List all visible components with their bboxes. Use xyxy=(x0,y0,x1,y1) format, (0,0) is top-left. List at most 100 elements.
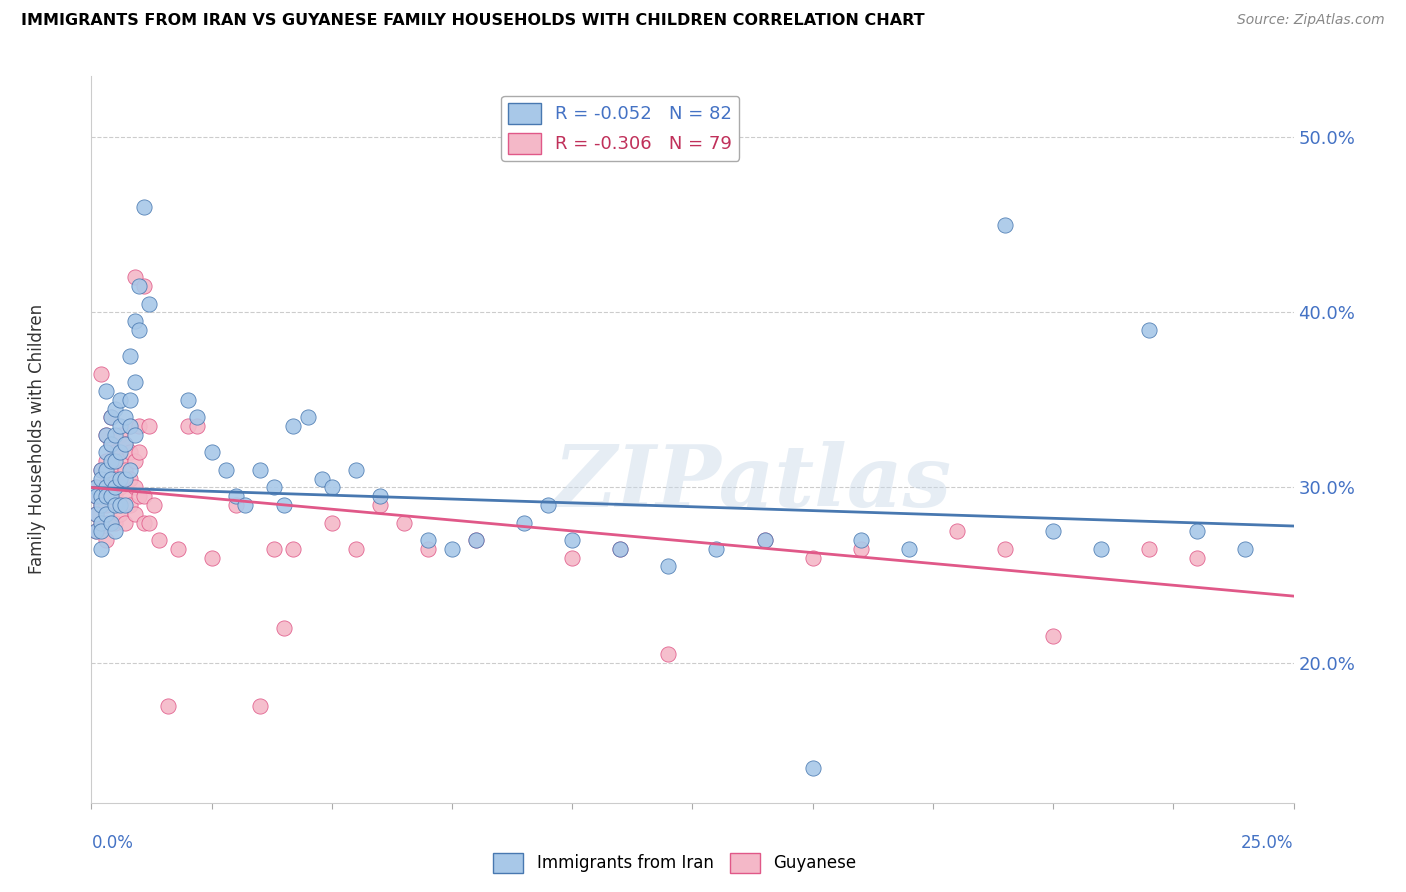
Text: 0.0%: 0.0% xyxy=(91,834,134,852)
Point xyxy=(104,498,127,512)
Point xyxy=(84,524,107,539)
Point xyxy=(100,472,122,486)
Point xyxy=(263,481,285,495)
Point xyxy=(897,541,920,556)
Point xyxy=(104,445,127,459)
Point xyxy=(104,489,127,503)
Point xyxy=(754,533,776,547)
Point xyxy=(186,410,208,425)
Point xyxy=(118,472,141,486)
Point xyxy=(114,498,136,512)
Point xyxy=(90,498,112,512)
Point xyxy=(142,498,165,512)
Point xyxy=(124,270,146,285)
Point xyxy=(110,445,132,459)
Point xyxy=(215,463,238,477)
Point xyxy=(344,541,367,556)
Point xyxy=(114,472,136,486)
Point xyxy=(110,454,132,468)
Point xyxy=(84,481,107,495)
Legend: Immigrants from Iran, Guyanese: Immigrants from Iran, Guyanese xyxy=(486,847,863,880)
Point xyxy=(90,516,112,530)
Text: 25.0%: 25.0% xyxy=(1241,834,1294,852)
Point xyxy=(273,621,295,635)
Point xyxy=(249,463,271,477)
Point xyxy=(849,533,872,547)
Point xyxy=(297,410,319,425)
Point xyxy=(84,481,107,495)
Point xyxy=(124,481,146,495)
Point xyxy=(1090,541,1112,556)
Point xyxy=(90,524,112,539)
Point xyxy=(104,524,127,539)
Point xyxy=(100,410,122,425)
Point xyxy=(128,323,150,337)
Point xyxy=(176,392,198,407)
Point xyxy=(118,419,141,434)
Point xyxy=(100,516,122,530)
Point xyxy=(994,218,1017,232)
Point xyxy=(1187,550,1209,565)
Point xyxy=(94,507,117,521)
Point xyxy=(100,454,122,468)
Point xyxy=(110,481,132,495)
Point xyxy=(114,463,136,477)
Legend: R = -0.052   N = 82, R = -0.306   N = 79: R = -0.052 N = 82, R = -0.306 N = 79 xyxy=(501,95,740,161)
Point xyxy=(104,454,127,468)
Point xyxy=(90,498,112,512)
Point xyxy=(440,541,463,556)
Point xyxy=(124,428,146,442)
Point xyxy=(537,498,560,512)
Point xyxy=(84,489,107,503)
Point xyxy=(110,392,132,407)
Point xyxy=(84,507,107,521)
Point xyxy=(138,419,160,434)
Point xyxy=(134,279,156,293)
Point xyxy=(233,498,256,512)
Point xyxy=(110,472,132,486)
Point xyxy=(90,489,112,503)
Point xyxy=(849,541,872,556)
Point xyxy=(84,524,107,539)
Point xyxy=(186,419,208,434)
Point xyxy=(94,445,117,459)
Point xyxy=(148,533,170,547)
Point xyxy=(321,481,343,495)
Point xyxy=(100,463,122,477)
Point xyxy=(90,463,112,477)
Point xyxy=(157,699,180,714)
Point xyxy=(118,392,141,407)
Point xyxy=(657,559,679,574)
Point xyxy=(1137,323,1160,337)
Point xyxy=(94,498,117,512)
Point xyxy=(138,516,160,530)
Point xyxy=(100,436,122,450)
Point xyxy=(1187,524,1209,539)
Point xyxy=(110,507,132,521)
Point xyxy=(104,428,127,442)
Point xyxy=(1137,541,1160,556)
Point xyxy=(368,489,391,503)
Point xyxy=(114,410,136,425)
Point xyxy=(110,419,132,434)
Point xyxy=(1234,541,1257,556)
Point xyxy=(90,463,112,477)
Point xyxy=(118,349,141,363)
Point xyxy=(392,516,415,530)
Point xyxy=(100,516,122,530)
Point xyxy=(801,550,824,565)
Point xyxy=(110,428,132,442)
Point xyxy=(94,428,117,442)
Point xyxy=(465,533,488,547)
Point xyxy=(946,524,969,539)
Point xyxy=(416,541,439,556)
Point xyxy=(118,463,141,477)
Point xyxy=(114,516,136,530)
Point xyxy=(128,279,150,293)
Point xyxy=(124,454,146,468)
Point xyxy=(100,489,122,503)
Point xyxy=(225,489,247,503)
Point xyxy=(100,489,122,503)
Point xyxy=(94,481,117,495)
Point xyxy=(90,481,112,495)
